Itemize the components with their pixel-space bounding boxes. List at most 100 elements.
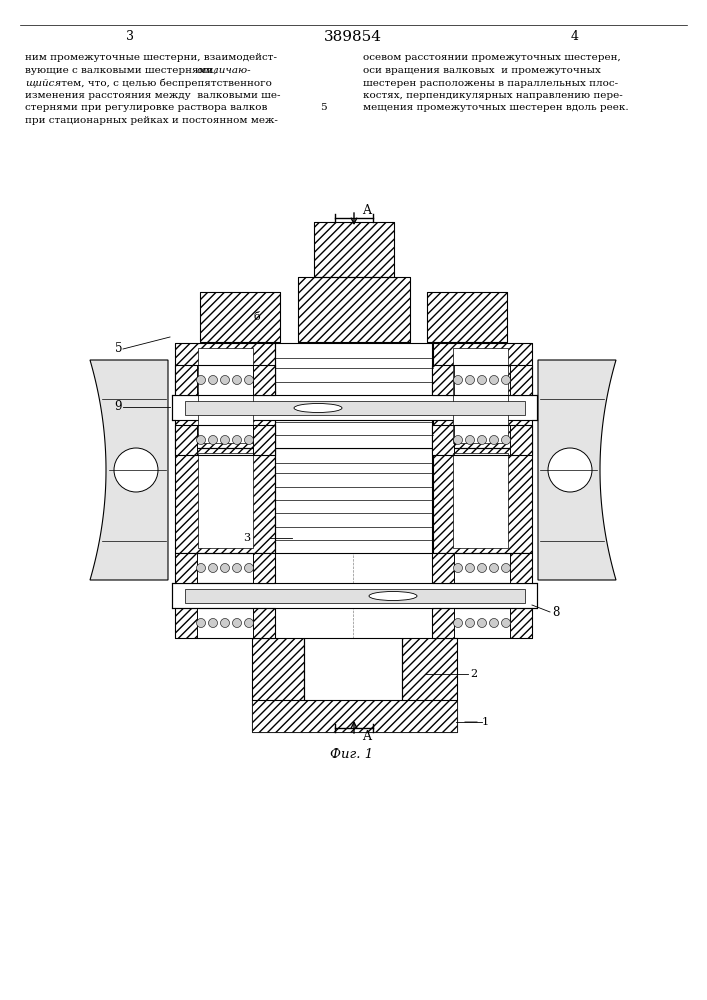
- Circle shape: [489, 436, 498, 444]
- Bar: [175, 608, 275, 638]
- Text: костях, перпендикулярных направлению пере-: костях, перпендикулярных направлению пер…: [363, 91, 623, 100]
- Circle shape: [453, 375, 462, 384]
- Bar: [175, 343, 275, 448]
- Bar: [298, 277, 410, 342]
- Bar: [432, 343, 532, 448]
- Polygon shape: [90, 360, 168, 580]
- Text: тем, что, с целью беспрепятственного: тем, что, с целью беспрепятственного: [58, 78, 272, 88]
- Circle shape: [245, 436, 254, 444]
- Bar: [427, 292, 507, 342]
- Bar: [175, 553, 275, 583]
- Bar: [510, 608, 532, 638]
- Text: 4: 4: [571, 30, 579, 43]
- Bar: [253, 365, 275, 395]
- Bar: [510, 365, 532, 395]
- Circle shape: [221, 436, 230, 444]
- Bar: [253, 553, 275, 583]
- Circle shape: [489, 375, 498, 384]
- Bar: [432, 448, 532, 553]
- Bar: [432, 553, 454, 583]
- Bar: [175, 425, 197, 455]
- Text: при стационарных рейках и постоянном меж-: при стационарных рейках и постоянном меж…: [25, 116, 278, 125]
- Circle shape: [477, 564, 486, 572]
- Bar: [198, 453, 253, 548]
- Polygon shape: [538, 360, 616, 580]
- Bar: [200, 292, 280, 342]
- Text: 3: 3: [243, 533, 250, 543]
- Circle shape: [209, 375, 218, 384]
- Bar: [432, 425, 532, 455]
- Circle shape: [453, 564, 462, 572]
- Circle shape: [209, 618, 218, 628]
- Bar: [304, 638, 402, 700]
- Bar: [253, 425, 275, 455]
- Bar: [253, 365, 275, 395]
- Text: отличаю-: отличаю-: [197, 66, 252, 75]
- Bar: [432, 553, 454, 583]
- Circle shape: [197, 564, 206, 572]
- Text: вующие с валковыми шестернями,: вующие с валковыми шестернями,: [25, 66, 220, 75]
- Circle shape: [245, 618, 254, 628]
- Bar: [510, 365, 532, 395]
- Text: б: б: [253, 312, 259, 322]
- Circle shape: [465, 618, 474, 628]
- Circle shape: [501, 436, 510, 444]
- Circle shape: [465, 375, 474, 384]
- Bar: [252, 638, 304, 700]
- Circle shape: [221, 618, 230, 628]
- Bar: [432, 608, 454, 638]
- Text: мещения промежуточных шестерен вдоль реек.: мещения промежуточных шестерен вдоль рее…: [363, 104, 629, 112]
- Circle shape: [453, 436, 462, 444]
- Circle shape: [221, 375, 230, 384]
- Text: оси вращения валковых  и промежуточных: оси вращения валковых и промежуточных: [363, 66, 601, 75]
- Bar: [510, 553, 532, 583]
- Text: ним промежуточные шестерни, взаимодейст-: ним промежуточные шестерни, взаимодейст-: [25, 53, 277, 62]
- Circle shape: [233, 564, 242, 572]
- Text: 2: 2: [470, 669, 477, 679]
- Bar: [175, 343, 275, 448]
- Bar: [175, 448, 275, 553]
- Text: 1: 1: [482, 717, 489, 727]
- Bar: [175, 365, 275, 395]
- Circle shape: [465, 436, 474, 444]
- Bar: [453, 348, 508, 443]
- Bar: [298, 277, 410, 342]
- Bar: [510, 553, 532, 583]
- Bar: [185, 401, 525, 415]
- Text: 8: 8: [552, 605, 559, 618]
- Bar: [402, 638, 457, 700]
- Circle shape: [501, 375, 510, 384]
- Bar: [427, 292, 507, 342]
- Text: щийся: щийся: [25, 79, 62, 88]
- Circle shape: [209, 564, 218, 572]
- Bar: [432, 365, 532, 395]
- Bar: [175, 608, 197, 638]
- Bar: [432, 553, 532, 583]
- Bar: [432, 365, 454, 395]
- Bar: [175, 553, 197, 583]
- Circle shape: [453, 618, 462, 628]
- Circle shape: [233, 436, 242, 444]
- Ellipse shape: [369, 591, 417, 600]
- Bar: [432, 365, 454, 395]
- Circle shape: [501, 564, 510, 572]
- Text: 9: 9: [115, 400, 122, 414]
- Bar: [85, 192, 630, 742]
- Circle shape: [477, 436, 486, 444]
- Text: 5: 5: [320, 104, 327, 112]
- Bar: [252, 700, 457, 732]
- Bar: [172, 583, 537, 608]
- Circle shape: [477, 375, 486, 384]
- Text: A: A: [362, 730, 371, 742]
- Bar: [252, 638, 304, 700]
- Circle shape: [245, 564, 254, 572]
- Bar: [453, 453, 508, 548]
- Text: стернями при регулировке раствора валков: стернями при регулировке раствора валков: [25, 104, 267, 112]
- Text: шестерен расположены в параллельных плос-: шестерен расположены в параллельных плос…: [363, 79, 618, 88]
- Text: A: A: [362, 204, 371, 217]
- Circle shape: [209, 436, 218, 444]
- Ellipse shape: [294, 403, 342, 412]
- Bar: [432, 425, 454, 455]
- Circle shape: [501, 618, 510, 628]
- Text: 389854: 389854: [324, 30, 382, 44]
